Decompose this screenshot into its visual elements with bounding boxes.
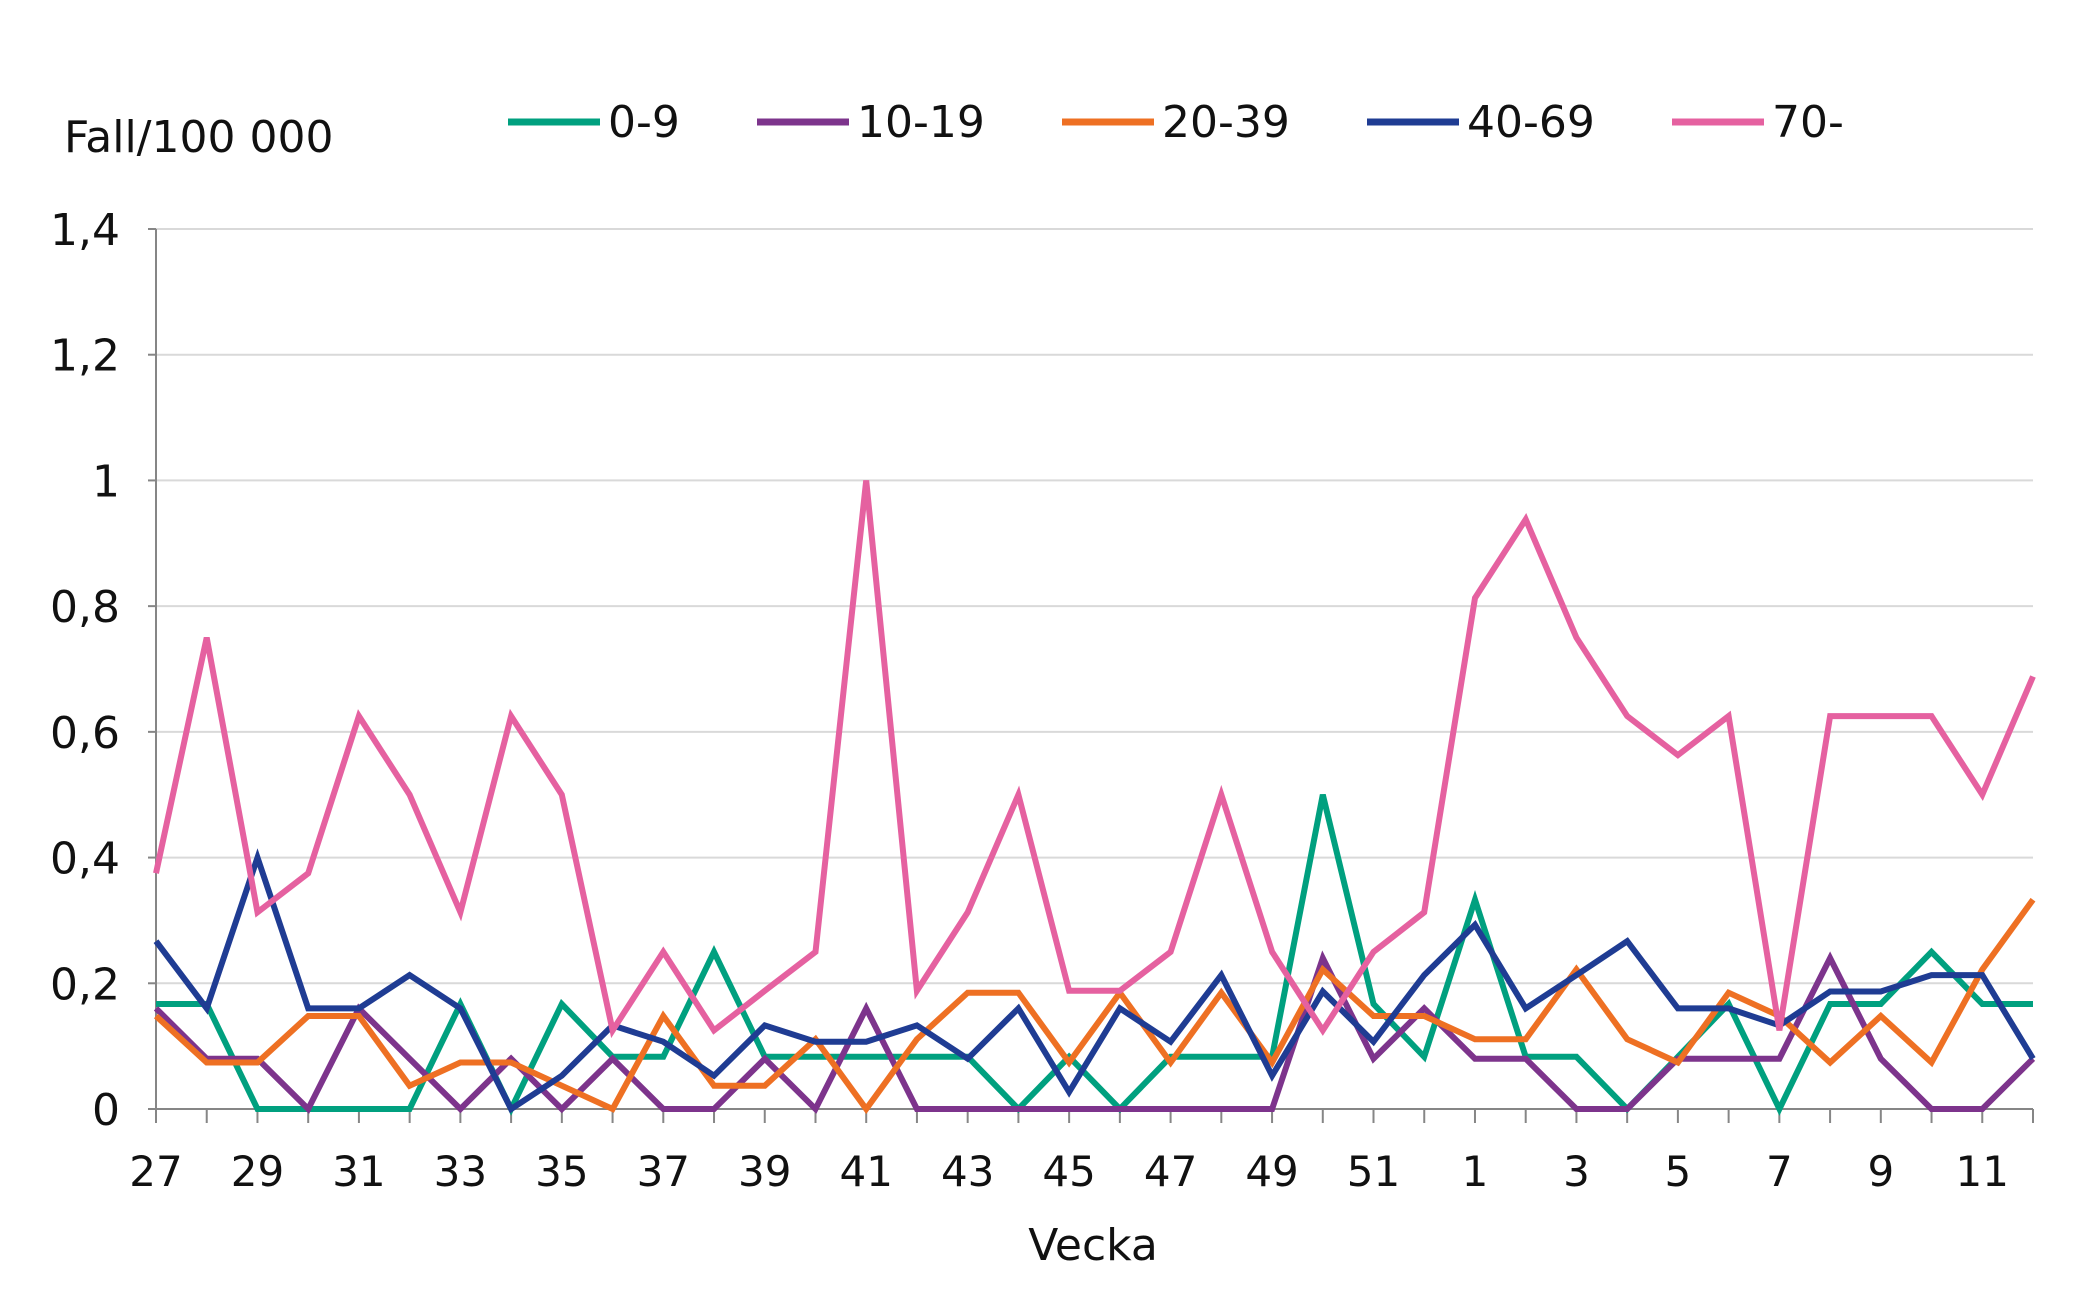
x-axis-label: Vecka <box>1028 1220 1158 1271</box>
y-tick-label: 1,2 <box>50 331 120 382</box>
x-tick-label: 31 <box>332 1147 385 1196</box>
legend-label-0-9: 0-9 <box>608 97 680 148</box>
legend-label-70-: 70- <box>1772 97 1844 148</box>
gridlines <box>156 228 2033 985</box>
x-tick-label: 11 <box>1956 1147 2009 1196</box>
legend-label-10-19: 10-19 <box>857 97 985 148</box>
y-tick-labels: 0 0,2 0,4 0,6 0,8 1 1,2 1,4 <box>50 205 120 1136</box>
x-tick-label: 3 <box>1563 1147 1590 1196</box>
x-tick-labels: 27 29 31 33 35 37 39 41 43 45 47 49 51 1 3 5 7 9 11 <box>129 1147 2009 1196</box>
x-tick-label: 43 <box>941 1147 994 1196</box>
y-tick-label: 0 <box>92 1085 120 1136</box>
x-tick-label: 41 <box>839 1147 892 1196</box>
x-tick-label: 27 <box>129 1147 182 1196</box>
x-tick-label: 49 <box>1245 1147 1298 1196</box>
series-line-20-39 <box>153 897 2036 1115</box>
series-line-70- <box>153 480 2036 1039</box>
x-tick-label: 47 <box>1144 1147 1197 1196</box>
x-tick-label: 33 <box>434 1147 487 1196</box>
y-tick-label: 0,6 <box>50 708 120 759</box>
series-line-10-19 <box>153 950 2036 1115</box>
x-tick-label: 35 <box>535 1147 588 1196</box>
y-tick-label: 1,4 <box>50 205 120 256</box>
x-tick-label: 7 <box>1766 1147 1793 1196</box>
x-tick-label: 9 <box>1867 1147 1894 1196</box>
series-lines <box>153 480 2036 1116</box>
y-tick-label: 1 <box>92 456 120 507</box>
legend-label-40-69: 40-69 <box>1467 97 1595 148</box>
legend: 0-9 10-19 20-39 40-69 70- <box>508 97 1844 148</box>
x-tick-label: 37 <box>637 1147 690 1196</box>
x-tick-label: 51 <box>1347 1147 1400 1196</box>
x-tick-label: 39 <box>738 1147 791 1196</box>
y-tick-label: 0,2 <box>50 959 120 1010</box>
x-tick-label: 5 <box>1665 1147 1692 1196</box>
series-line-40-69 <box>153 848 2036 1114</box>
x-tick-label: 45 <box>1042 1147 1095 1196</box>
x-tick-label: 29 <box>231 1147 284 1196</box>
legend-label-20-39: 20-39 <box>1162 97 1290 148</box>
y-axis-label: Fall/100 000 <box>64 112 333 163</box>
x-tick-label: 1 <box>1462 1147 1489 1196</box>
y-tick-label: 0,8 <box>50 582 120 633</box>
y-tick-label: 0,4 <box>50 834 120 885</box>
